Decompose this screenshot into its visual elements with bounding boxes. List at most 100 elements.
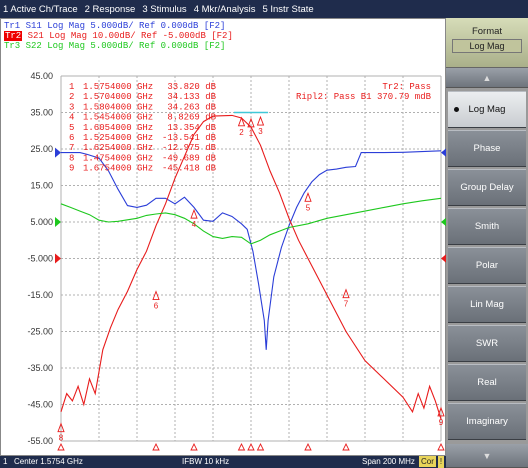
format-imaginary-button[interactable]: Imaginary [448,403,526,440]
scroll-down-arrow-icon[interactable]: ▼ [446,444,528,468]
trace-s22-line [60,197,442,245]
marker-2-axis-triangle [237,442,246,451]
format-real-button[interactable]: Real [448,364,526,401]
marker-5-triangle [304,192,312,202]
reference-arrow-right-icon [441,217,447,227]
ripple-test-result: Ripl2: Pass B1 370.79 mdB [296,92,432,102]
menu-bar: 1 Active Ch/Trace 2 Response 3 Stimulus … [0,0,528,18]
format-group-delay-button[interactable]: Group Delay [448,169,526,206]
marker-readout-frequency: 1.5754000 GHz [83,82,153,92]
marker-readout-frequency: 1.6054000 GHz [83,123,153,133]
y-tick-label: 15.00 [30,181,53,191]
menu-stimulus[interactable]: 3 Stimulus [142,3,187,15]
marker-readout-frequency: 1.6754000 GHz [83,164,153,174]
trace-1-header[interactable]: Tr1 S11 Log Mag 5.000dB/ Ref 0.000dB [F2… [4,21,226,31]
marker-1-axis-triangle [247,442,255,451]
format-smith-button[interactable]: Smith [448,208,526,245]
center-frequency[interactable]: Center 1.5754 GHz [14,457,83,466]
format-swr-button[interactable]: SWR [448,325,526,362]
marker-9-axis-triangle [437,442,445,451]
marker-readout-frequency: 1.5454000 GHz [83,113,153,123]
btn-label: Group Delay [460,182,514,193]
marker-readout-value: -45.418 dB [162,164,217,174]
trace-s21-line [60,114,442,420]
format-phase-button[interactable]: Phase [448,130,526,167]
marker-readout-frequency: 1.4754000 GHz [83,153,153,163]
marker-2-label: 2 [239,128,244,137]
marker-3-triangle [256,115,265,126]
btn-label: Smith [474,221,500,232]
format-title: Format [471,26,503,37]
marker-readout-value: 13.354 dB [167,123,216,133]
btn-label: Polar [475,260,499,271]
reference-arrow-left-icon [55,217,61,227]
marker-6-axis-triangle [152,442,160,451]
marker-readout-value: 33.820 dB [167,82,216,92]
scroll-up-arrow-icon[interactable]: ▲ [446,68,528,88]
y-tick-label: -5.000 [27,254,53,264]
marker-6-label: 6 [154,302,159,311]
y-tick-label: 25.00 [30,144,53,154]
marker-readout-number: 7 [69,143,74,153]
marker-readout-value: 34.263 dB [167,102,216,112]
menu-mkr-analysis[interactable]: 4 Mkr/Analysis [193,3,256,15]
btn-label: Log Mag [468,104,506,115]
marker-7-axis-triangle [342,442,350,451]
menu-response[interactable]: 2 Response [84,3,136,15]
marker-9-triangle [437,406,445,417]
format-polar-button[interactable]: Polar [448,247,526,284]
reference-arrow-right-icon [441,147,447,158]
marker-readout-number: 6 [69,133,74,143]
marker-4-triangle [190,208,198,219]
marker-readout-value: -12.975 dB [162,143,217,153]
marker-readout-value: 8.8269 dB [167,113,216,123]
selected-dot-icon [454,107,459,112]
marker-readout-frequency: 1.5704000 GHz [83,92,153,102]
if-bandwidth[interactable]: IFBW 10 kHz [182,457,230,466]
marker-readout-frequency: 1.5254000 GHz [83,133,153,143]
span-value[interactable]: Span 200 MHz [362,457,415,466]
marker-readout-number: 3 [69,102,74,112]
btn-label: SWR [475,338,499,349]
marker-1-label: 1 [249,129,254,138]
marker-4-label: 4 [192,220,197,229]
marker-9-label: 9 [439,418,444,427]
btn-label: Phase [473,143,501,154]
plot-area[interactable]: Tr1 S11 Log Mag 5.000dB/ Ref 0.000dB [F2… [0,18,447,456]
marker-readout-number: 1 [69,82,74,92]
y-tick-label: 35.00 [30,108,53,118]
marker-readout-number: 8 [69,153,74,163]
marker-7-triangle [342,288,350,299]
marker-readout-frequency: 1.5804000 GHz [83,102,153,112]
marker-4-axis-triangle [190,442,198,451]
status-bar: 1 Center 1.5754 GHz IFBW 10 kHz Span 200… [0,456,446,468]
correction-badge: Cor [419,456,436,467]
reference-arrow-left-icon [55,147,61,158]
limit-test-result: Tr2: Pass [382,82,431,92]
marker-readout-value: 34.133 dB [167,92,216,102]
trace-s11-line [61,150,442,350]
btn-label: Lin Mag [470,299,504,310]
marker-3-axis-triangle [256,442,265,451]
trace-2-label: S21 Log Mag 10.00dB/ Ref -5.000dB [F2] [27,31,233,41]
menu-active-ch-trace[interactable]: 1 Active Ch/Trace [3,3,78,15]
menu-instr-state[interactable]: 5 Instr State [262,3,314,15]
btn-label: Imaginary [466,416,508,427]
marker-8-label: 8 [59,434,64,443]
y-tick-label: -45.00 [27,400,53,410]
channel-number: 1 [3,457,8,466]
format-lin-mag-button[interactable]: Lin Mag [448,286,526,323]
marker-readout-number: 4 [69,113,74,123]
trace-3-header[interactable]: Tr3 S22 Log Mag 5.000dB/ Ref 0.000dB [F2… [4,41,226,51]
active-trace-tag: Tr2 [4,31,23,41]
marker-readout-number: 5 [69,123,74,133]
format-log-mag-button[interactable]: Log Mag [448,91,526,128]
trace-2-header[interactable]: Tr2 S21 Log Mag 10.00dB/ Ref -5.000dB [F… [4,31,233,41]
marker-8-axis-triangle [57,442,65,451]
marker-8-triangle [57,422,65,433]
marker-readout-value: -49.689 dB [162,153,217,163]
marker-1-triangle [247,117,255,128]
marker-readout-frequency: 1.6254000 GHz [83,143,153,153]
marker-5-label: 5 [306,203,311,212]
marker-5-axis-triangle [304,442,312,451]
